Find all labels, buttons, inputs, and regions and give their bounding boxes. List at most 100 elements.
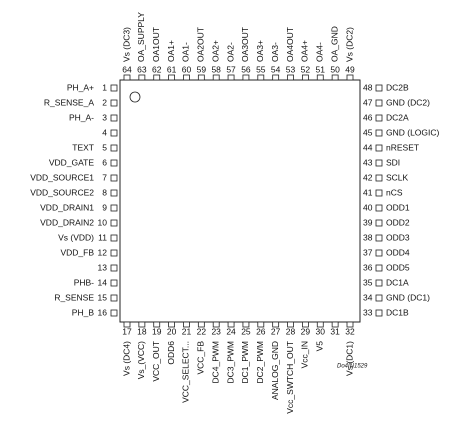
pin-number: 34 (363, 292, 373, 302)
pin (212, 321, 220, 328)
pin-number: 54 (271, 64, 281, 74)
pin (227, 74, 235, 81)
pin (110, 279, 118, 287)
pin-label: Vs (VDD) (58, 232, 94, 242)
pin-number: 48 (363, 82, 373, 92)
pin-label: PH_B (72, 307, 95, 317)
pin-number: 39 (363, 217, 373, 227)
pin-number: 9 (102, 202, 107, 212)
pin (316, 74, 324, 81)
pin-label: OA1OUT (151, 27, 161, 62)
pin-label: ODD5 (386, 262, 410, 272)
pin (375, 234, 383, 242)
pin-label: VDD_SOURCE1 (30, 172, 94, 182)
pin-label: DC2_PWM (255, 341, 265, 384)
pin-label: OA4- (315, 42, 325, 62)
pin (375, 144, 383, 152)
pin (346, 74, 354, 81)
pin (110, 114, 118, 122)
pin-label: GND (DC2) (386, 97, 430, 107)
pin-number: 2 (102, 97, 107, 107)
pin (153, 74, 161, 81)
pin-label: GND (LOGIC) (386, 127, 440, 137)
pin-label: SDI (386, 157, 400, 167)
pin-number: 8 (102, 187, 107, 197)
pin-label: R_SENSE (54, 292, 94, 302)
pin-number: 58 (211, 64, 221, 74)
pin-number: 13 (98, 262, 108, 272)
pin-label: OA2+ (210, 40, 220, 62)
pin (212, 74, 220, 81)
pin-label: OA3OUT (240, 27, 250, 62)
pin-label: PH_A+ (67, 82, 94, 92)
pin-label: Vs_(VCC) (136, 341, 146, 379)
pin-label: VDD_SOURCE2 (30, 187, 94, 197)
pin (375, 189, 383, 197)
pin-label: DC2A (386, 112, 409, 122)
pin (153, 321, 161, 328)
pin-number: 23 (211, 326, 221, 336)
pin (375, 114, 383, 122)
chip-body (119, 79, 361, 323)
pin-number: 17 (122, 326, 132, 336)
pin (197, 74, 205, 81)
pin (375, 309, 383, 317)
pin (375, 249, 383, 257)
pin (138, 74, 146, 81)
pin-number: 38 (363, 232, 373, 242)
pin-label: VDD_DRAIN2 (40, 217, 94, 227)
pin (316, 321, 324, 328)
pin-number: 43 (363, 157, 373, 167)
pin-number: 5 (102, 142, 107, 152)
pin-number: 45 (363, 127, 373, 137)
pin (272, 321, 280, 328)
pin-label: VDD_FB (60, 247, 94, 257)
pin-number: 49 (345, 64, 355, 74)
pin-label: VCC_SELECT... (181, 341, 191, 403)
pin-number: 40 (363, 202, 373, 212)
drawing-code: Do4IN1529 (337, 364, 368, 370)
pin-label: Vs (DC1) (344, 341, 354, 376)
pin-number: 1 (102, 82, 107, 92)
pin-number: 21 (182, 326, 192, 336)
pin-number: 33 (363, 307, 373, 317)
pin-number: 18 (137, 326, 147, 336)
pin-label: Vs (DC2) (344, 27, 354, 62)
pin-number: 31 (330, 326, 340, 336)
pin-number: 63 (137, 64, 147, 74)
pin (110, 294, 118, 302)
pin-label: OA2OUT (196, 27, 206, 62)
pin (197, 321, 205, 328)
pin-number: 20 (167, 326, 177, 336)
pin (227, 321, 235, 328)
pin (331, 321, 339, 328)
pin-label: SCLK (386, 172, 409, 182)
pin-label: ODD2 (386, 217, 410, 227)
pin (287, 74, 294, 81)
pin-label: PH_A- (69, 112, 94, 122)
pin (301, 74, 309, 81)
pin-number: 29 (301, 326, 311, 336)
pin-label: ODD1 (386, 202, 410, 212)
pin-label: V5 (315, 341, 325, 352)
pin-number: 57 (226, 64, 236, 74)
pin-label: Vcc_SWTCH_OUT (285, 341, 295, 414)
pin (257, 321, 265, 328)
pin (331, 74, 339, 81)
pin (375, 174, 383, 182)
pin-number: 15 (98, 292, 108, 302)
pin-label: PHB- (74, 277, 94, 287)
pin-label: R_SENSE_A (44, 97, 94, 107)
pin-label: ANALOG_GND (270, 341, 280, 400)
pin (110, 219, 118, 227)
pin-number: 36 (363, 262, 373, 272)
pin-number: 4 (102, 127, 107, 137)
pin-label: Vcc_IN (300, 341, 310, 368)
pin-label: DC2B (386, 82, 409, 92)
pin (110, 159, 118, 167)
pin (123, 321, 131, 328)
pin-number: 14 (98, 277, 108, 287)
pin (168, 321, 176, 328)
pin-label: nRESET (386, 142, 419, 152)
pin-label: nCS (386, 187, 403, 197)
